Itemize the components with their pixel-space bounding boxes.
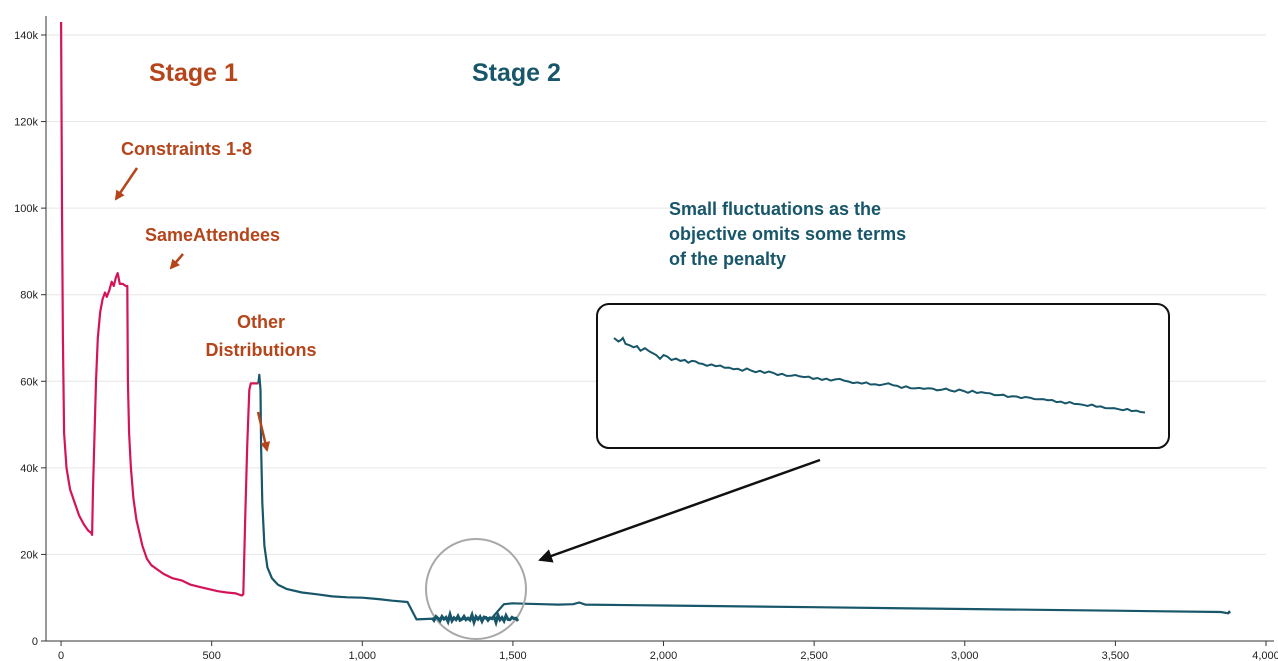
series-lines	[60, 21, 1231, 621]
y-tick-label-0: 0	[32, 636, 38, 648]
x-tick-label-1: 500	[202, 650, 220, 661]
x-tick-label-7: 3,500	[1102, 650, 1130, 661]
y-axis-ticks: 0 20k 40k 60k 80k 100k 120k 140k	[14, 30, 46, 648]
x-tick-label-6: 3,000	[951, 650, 979, 661]
y-tick-label-7: 140k	[14, 30, 38, 42]
magnifier	[425, 538, 527, 640]
fluct-label-line3: of the penalty	[669, 249, 786, 269]
series-line-2	[257, 373, 1231, 621]
inset	[596, 303, 1170, 449]
x-tick-label-4: 2,000	[650, 650, 678, 661]
magnifier-noise	[430, 609, 520, 628]
series-line-1	[60, 21, 259, 597]
other-label-line1: Other	[237, 312, 285, 332]
fluct-label-line1: Small fluctuations as the	[669, 199, 881, 219]
x-tick-label-5: 2,500	[800, 650, 828, 661]
arrow-sameattendees	[169, 253, 184, 270]
grid-lines	[46, 34, 1266, 555]
axes	[45, 16, 1274, 642]
constraints-label: Constraints 1-8	[121, 139, 252, 159]
y-tick-label-1: 20k	[20, 549, 38, 561]
magnifier-circle	[425, 538, 527, 640]
stage2-label: Stage 2	[472, 59, 561, 87]
inset-line	[613, 336, 1146, 414]
stage1-label: Stage 1	[149, 59, 238, 87]
x-tick-label-2: 1,000	[349, 650, 377, 661]
x-tick-label-8: 4,000	[1252, 650, 1278, 661]
other-label-line2: Distributions	[206, 340, 317, 360]
arrow-constraints	[114, 167, 139, 201]
y-tick-label-2: 40k	[20, 463, 38, 475]
fluct-label-line2: objective omits some terms	[669, 224, 906, 244]
x-tick-label-3: 1,500	[499, 650, 527, 661]
y-tick-label-5: 100k	[14, 203, 38, 215]
x-axis-ticks: 0 500 1,000 1,500 2,000 2,500 3,000 3,500 4,000	[58, 641, 1278, 661]
sameattendees-label: SameAttendees	[145, 225, 280, 245]
x-tick-label-0: 0	[58, 650, 64, 661]
y-tick-label-3: 60k	[20, 376, 38, 388]
arrow-other	[256, 411, 271, 452]
inset-box	[596, 303, 1170, 449]
y-tick-label-6: 120k	[14, 117, 38, 129]
y-tick-label-4: 80k	[20, 290, 38, 302]
arrow-zoom	[538, 458, 821, 563]
